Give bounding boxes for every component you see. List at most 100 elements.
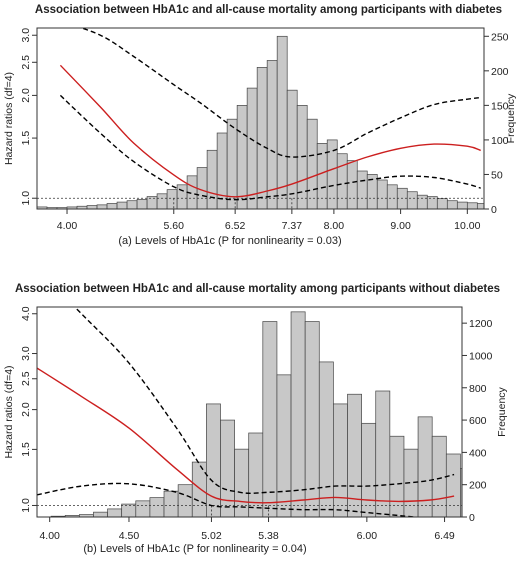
x-tick-label: 8.00: [324, 220, 345, 232]
y-right-tick-label: 200: [491, 66, 509, 78]
histogram-bar: [376, 179, 388, 210]
y-right-axis-label: Frequency: [496, 386, 508, 436]
plot-frame: [36, 306, 463, 518]
ci-upper-line: [73, 307, 455, 494]
y-left-tick-label: 2.0: [20, 88, 32, 103]
y-left-tick-label: 1.5: [20, 131, 32, 146]
histogram-bar: [306, 118, 318, 210]
y-left-tick-label: 2.5: [20, 55, 32, 70]
histogram-bar: [106, 203, 118, 210]
x-axis-caption: (a) Levels of HbA1c (P for nonlinearity …: [118, 235, 341, 247]
y-left-tick-label: 3.0: [20, 346, 32, 361]
x-tick-label: 10.00: [454, 220, 480, 232]
y-right-tick-label: 0: [469, 512, 475, 524]
histogram-bar: [166, 189, 178, 210]
histogram-bar: [276, 35, 288, 210]
x-tick-label: 7.37: [282, 220, 303, 232]
y-right-tick-label: 400: [469, 447, 487, 459]
histogram-bar: [107, 508, 123, 518]
histogram-bar: [286, 89, 298, 210]
histogram-bar: [121, 503, 137, 518]
y-left-tick-label: 2.0: [20, 402, 32, 417]
y-left-tick-label: 3.0: [20, 28, 32, 43]
y-left-tick-label: 4.0: [20, 306, 32, 321]
y-right-tick-label: 150: [491, 100, 509, 112]
x-tick-label: 5.38: [258, 530, 279, 542]
histogram-bar: [226, 118, 238, 210]
x-tick-label: 6.49: [434, 530, 455, 542]
histogram-bar: [176, 184, 188, 210]
histogram-bar: [466, 202, 478, 210]
y-right-tick-label: 250: [491, 31, 509, 43]
histogram-bar: [416, 194, 428, 210]
histogram-bar: [346, 160, 358, 210]
histogram-bar: [126, 200, 138, 210]
chart-title: Association between HbA1c and all-cause …: [15, 283, 500, 295]
histogram-bar: [361, 422, 377, 518]
histogram-bar: [356, 170, 368, 210]
histogram-bar: [304, 321, 320, 518]
x-tick-label: 4.00: [57, 220, 78, 232]
histogram-bar: [136, 198, 148, 210]
histogram-bar: [191, 461, 207, 518]
histogram-bar: [336, 153, 348, 210]
histogram-bar: [396, 187, 408, 210]
y-right-tick-label: 1200: [469, 318, 493, 330]
histogram-bar: [389, 435, 405, 518]
histogram-bar: [220, 419, 235, 518]
x-tick-label: 9.00: [390, 220, 411, 232]
y-right-axis-label: Frequency: [505, 93, 517, 143]
histogram-bar: [426, 196, 438, 210]
histogram-bar: [290, 311, 306, 518]
histogram-bar: [246, 87, 258, 210]
y-right-tick-label: 200: [469, 480, 487, 492]
histogram-bar: [256, 67, 268, 210]
histogram-bar: [177, 484, 193, 518]
histogram-bar: [93, 511, 108, 518]
histogram-bar: [386, 184, 398, 210]
x-tick-label: 5.02: [201, 530, 222, 542]
x-axis-caption: (b) Levels of HbA1c (P for nonlinearity …: [83, 543, 306, 555]
x-tick-label: 4.00: [39, 530, 60, 542]
chart-title: Association between HbA1c and all-cause …: [35, 4, 502, 16]
plot-frame: [36, 27, 485, 210]
y-left-tick-label: 1.5: [20, 442, 32, 457]
y-left-tick-label: 2.5: [20, 371, 32, 386]
histogram-bar: [445, 453, 461, 518]
y-right-tick-label: 600: [469, 415, 487, 427]
hazard-ratio-line: [37, 367, 455, 504]
histogram-bar: [116, 201, 128, 210]
histogram-bar: [406, 191, 418, 210]
histogram-bar: [318, 361, 334, 518]
chart-panel-a: Association between HbA1c and all-cause …: [3, 4, 517, 247]
histogram-bar: [446, 200, 458, 210]
y-right-tick-label: 800: [469, 383, 487, 395]
histogram-bar: [248, 432, 264, 518]
histogram-bar: [417, 416, 433, 518]
histogram: [50, 311, 463, 518]
histogram-bar: [276, 374, 292, 518]
histogram-bar: [156, 193, 168, 210]
x-tick-label: 5.60: [164, 220, 185, 232]
histogram-bar: [146, 196, 158, 210]
histogram-bar: [163, 490, 179, 518]
y-left-axis-label: Hazard ratios (df=4): [3, 365, 15, 458]
histogram-bar: [262, 321, 278, 518]
x-tick-label: 6.52: [225, 220, 246, 232]
histogram-bar: [135, 500, 151, 518]
y-left-tick-label: 1.0: [20, 191, 32, 206]
hazard-ratio-line: [59, 64, 481, 198]
histogram-bar: [266, 60, 278, 210]
histogram-bar: [375, 390, 391, 518]
histogram-bar: [476, 203, 485, 210]
histogram-bar: [96, 204, 108, 210]
histogram-bar: [206, 403, 221, 518]
histogram-bar: [456, 201, 468, 210]
x-tick-label: 6.00: [357, 530, 378, 542]
y-right-tick-label: 100: [491, 135, 509, 147]
histogram-bar: [216, 132, 228, 210]
y-right-tick-label: 0: [491, 204, 497, 216]
chart-panel-b: Association between HbA1c and all-cause …: [3, 283, 508, 555]
histogram-bar: [431, 435, 447, 518]
